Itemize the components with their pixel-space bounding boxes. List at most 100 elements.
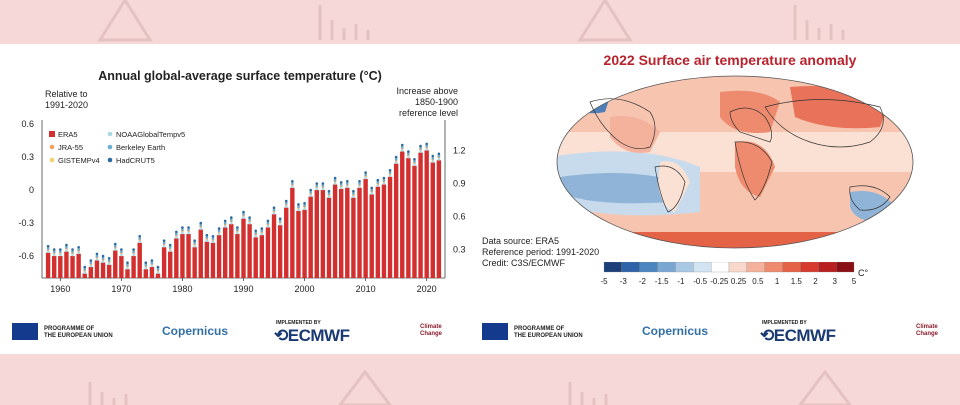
- dataset-dot: [291, 180, 294, 183]
- dataset-dot: [132, 250, 135, 253]
- bar: [45, 252, 51, 278]
- bar: [253, 237, 258, 278]
- bar: [88, 267, 94, 278]
- dataset-dot: [59, 248, 62, 251]
- dataset-dot: [260, 232, 264, 236]
- colorbar-segment: [818, 262, 837, 273]
- bar: [351, 197, 356, 278]
- bar: [58, 256, 63, 278]
- dataset-dot: [382, 178, 386, 182]
- colorbar-segment: [728, 262, 748, 273]
- bar: [320, 190, 326, 278]
- dataset-dot: [248, 216, 251, 219]
- dataset-dot: [236, 231, 239, 235]
- dataset-dot: [71, 250, 74, 253]
- dataset-dot: [278, 219, 282, 223]
- climate-change-logo: Climate Change: [420, 324, 443, 337]
- bar: [430, 162, 435, 278]
- dataset-dot: [199, 227, 203, 230]
- dataset-dot: [175, 236, 178, 239]
- dataset-dot: [382, 176, 386, 180]
- dataset-dot: [77, 246, 80, 249]
- bar: [76, 253, 81, 278]
- bar: [70, 256, 75, 278]
- y-tick-label: -0.3: [18, 218, 34, 228]
- dataset-dot: [168, 246, 172, 249]
- dataset-dot: [113, 248, 117, 251]
- legend-swatch: [107, 131, 113, 137]
- eu-flag-icon: [482, 323, 508, 340]
- colorbar-tick-label: -2: [639, 277, 647, 286]
- bar: [180, 234, 185, 278]
- y-tick-label: 0.6: [21, 119, 34, 129]
- x-tick-label: 1970: [111, 284, 131, 294]
- dataset-dot: [107, 259, 111, 262]
- bar: [119, 256, 124, 278]
- bar: [149, 267, 155, 278]
- colorbar-tick-label: 0.25: [731, 277, 747, 286]
- dataset-dot: [309, 188, 312, 192]
- colorbar-segment: [639, 262, 658, 273]
- legend-swatch: [107, 157, 113, 163]
- dataset-dot: [132, 253, 135, 257]
- dataset-dot: [394, 161, 398, 164]
- y-tick-label: -0.6: [18, 251, 34, 261]
- temperature-bar-chart-panel: Annual global-average surface temperatur…: [0, 44, 470, 354]
- dataset-dot: [254, 231, 258, 235]
- dataset-dot: [364, 173, 367, 176]
- legend-label: GISTEMPv4: [58, 156, 100, 165]
- dataset-dot: [419, 150, 422, 153]
- dataset-dot: [437, 152, 441, 156]
- dataset-dot: [431, 154, 435, 158]
- ecmwf-logo: ⟲ECMWF: [274, 326, 350, 345]
- colorbar-tick-label: -0.5: [693, 277, 707, 286]
- bar: [387, 176, 393, 278]
- bar: [174, 238, 179, 278]
- colorbar-segment: [764, 262, 783, 273]
- dataset-dot: [126, 263, 129, 267]
- dataset-dot: [101, 257, 105, 260]
- dataset-dot: [236, 228, 239, 231]
- left-logo-row: PROGRAMME OF THE EUROPEAN UNION Copernicu…: [12, 318, 462, 346]
- dataset-dot: [413, 163, 416, 167]
- dataset-dot: [303, 202, 306, 205]
- dataset-dot: [352, 192, 355, 195]
- dataset-dot: [168, 249, 172, 252]
- dataset-dot: [400, 145, 404, 149]
- dataset-dot: [138, 237, 141, 240]
- legend-label: NOAAGlobalTempv5: [116, 130, 185, 139]
- y2-tick-label: 0.3: [453, 244, 466, 254]
- bar: [82, 273, 87, 278]
- bar: [400, 151, 405, 278]
- colorbar-segment: [621, 262, 640, 273]
- dataset-dot: [132, 248, 135, 251]
- dataset-dot: [156, 271, 160, 274]
- bar: [186, 234, 191, 278]
- bar: [345, 187, 350, 278]
- dataset-dot: [376, 178, 380, 182]
- bar: [106, 264, 112, 278]
- dataset-dot: [272, 206, 276, 209]
- dataset-dot: [242, 216, 245, 219]
- colorbar-tick-label: 1.5: [791, 277, 803, 286]
- colorbar-segment: [710, 262, 730, 273]
- bar: [210, 242, 216, 278]
- bar: [418, 152, 423, 278]
- colorbar-segment: [800, 262, 819, 273]
- dataset-dot: [199, 224, 203, 227]
- dataset-dot: [150, 261, 154, 264]
- copernicus-logo: Copernicus: [162, 324, 229, 338]
- dataset-dot: [339, 183, 343, 186]
- dataset-dot: [382, 182, 386, 185]
- dataset-dot: [407, 155, 410, 159]
- map-metadata: Data source: ERA5 Reference period: 1991…: [482, 236, 600, 268]
- x-tick-label: 1960: [50, 284, 70, 294]
- dataset-dot: [83, 271, 87, 274]
- bar: [308, 196, 313, 278]
- dataset-dot: [425, 144, 428, 148]
- bar: [131, 256, 136, 278]
- dataset-dot: [156, 268, 160, 271]
- colorbar-tick-label: 5: [852, 277, 857, 286]
- dataset-dot: [113, 242, 117, 246]
- temperature-map-panel: 2022 Surface air temperature anomaly: [470, 44, 960, 354]
